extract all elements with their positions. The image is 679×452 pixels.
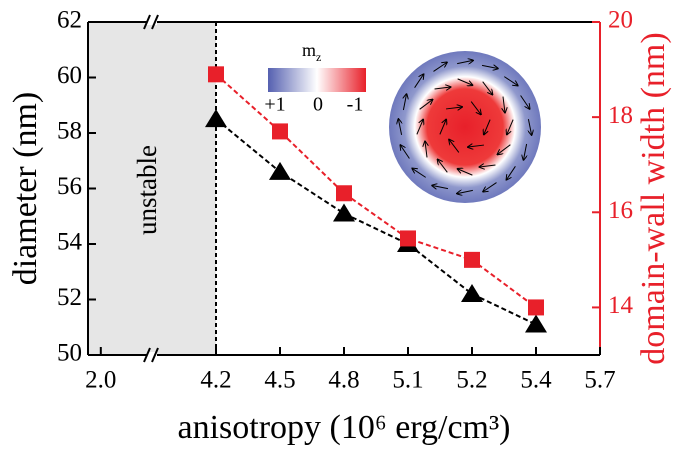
- axis-break-mark: [143, 14, 151, 30]
- inset: m z +1 0 -1: [264, 40, 541, 203]
- axis-break-gap: [147, 19, 157, 25]
- spin-arrow: [528, 119, 531, 135]
- x-tick-label: 5.7: [584, 367, 615, 394]
- x-tick-label: 5.2: [456, 367, 487, 394]
- spin-arrow: [503, 96, 505, 113]
- axis-break-mark: [151, 14, 159, 30]
- marker: [333, 203, 355, 222]
- spin-arrow: [507, 119, 514, 135]
- y2-tick-label: 20: [608, 7, 633, 34]
- y2-axis-label: domain-wall width (nm): [635, 32, 672, 364]
- spin-arrow: [457, 190, 473, 193]
- spin-arrow: [433, 62, 446, 72]
- spin-arrow: [480, 165, 496, 167]
- spin-arrow: [438, 160, 448, 173]
- spin-arrow: [403, 94, 406, 111]
- x-tick-label: 2.0: [85, 367, 116, 394]
- colorbar-tick: -1: [347, 94, 364, 116]
- spin-arrow: [439, 120, 446, 135]
- marker: [272, 123, 288, 140]
- marker: [269, 161, 291, 180]
- shaded-region: [88, 22, 216, 355]
- x-tick-label: 4.8: [328, 367, 359, 394]
- axis-break-gap: [147, 352, 157, 358]
- spin-arrow: [470, 101, 481, 115]
- x-tick-label: 5.4: [520, 367, 552, 394]
- x-axis-label: anisotropy (10⁶ erg/cm³): [177, 409, 510, 446]
- axis-break-mark: [151, 347, 159, 363]
- spin-arrow: [484, 119, 491, 135]
- spin-arrow: [507, 166, 516, 179]
- y-tick-label: 50: [57, 340, 82, 367]
- spin-arrow: [419, 100, 433, 110]
- marker: [205, 109, 227, 128]
- marker: [208, 66, 224, 83]
- marker: [461, 283, 483, 302]
- spin-arrow: [416, 120, 423, 135]
- spin-arrow: [524, 143, 527, 160]
- x-tick-label: 4.2: [200, 367, 231, 394]
- spin-arrow: [445, 107, 462, 109]
- colorbar: [268, 68, 366, 92]
- region-label: unstable: [132, 145, 162, 235]
- skyrmion: [389, 51, 541, 203]
- series-line: [215, 118, 537, 326]
- axis-break-mark: [143, 347, 151, 363]
- colorbar-label: m: [302, 40, 316, 60]
- colorbar-label-sub: z: [316, 50, 321, 64]
- marker: [464, 251, 480, 268]
- spin-arrow: [414, 74, 424, 88]
- spin-arrow: [425, 142, 427, 158]
- y2-tick-label: 18: [608, 102, 633, 129]
- marker: [528, 299, 544, 316]
- spin-arrow: [498, 144, 511, 155]
- spin-arrow: [504, 76, 517, 86]
- y2-tick-label: 16: [608, 197, 633, 224]
- y-tick-label: 52: [57, 284, 82, 311]
- colorbar-tick: 0: [313, 94, 323, 116]
- spin-arrow: [468, 145, 485, 147]
- spin-arrow: [483, 182, 497, 192]
- y-tick-label: 60: [57, 62, 82, 89]
- spin-arrow: [449, 140, 460, 153]
- marker: [336, 185, 352, 202]
- spin-arrow: [432, 186, 449, 189]
- spin-arrow: [400, 145, 410, 159]
- y2-tick-label: 14: [608, 292, 634, 319]
- spin-arrow: [434, 87, 451, 89]
- spin-arrow: [457, 78, 473, 85]
- spin-arrow: [412, 169, 426, 178]
- y-tick-label: 56: [57, 173, 82, 200]
- spin-arrow: [457, 60, 473, 63]
- marker: [400, 230, 416, 247]
- spin-arrow: [398, 119, 401, 135]
- x-tick-label: 5.1: [392, 367, 423, 394]
- spin-arrow: [458, 169, 473, 176]
- colorbar-tick: +1: [264, 94, 285, 116]
- marker: [525, 314, 547, 333]
- y-tick-label: 58: [57, 118, 82, 145]
- y-tick-label: 54: [57, 229, 83, 256]
- y-tick-label: 62: [57, 7, 82, 34]
- y-axis-label: diameter (nm): [7, 92, 44, 286]
- x-tick-label: 4.5: [264, 367, 295, 394]
- spin-arrow: [482, 81, 493, 95]
- spin-arrow: [481, 65, 498, 68]
- spin-arrow: [520, 95, 530, 108]
